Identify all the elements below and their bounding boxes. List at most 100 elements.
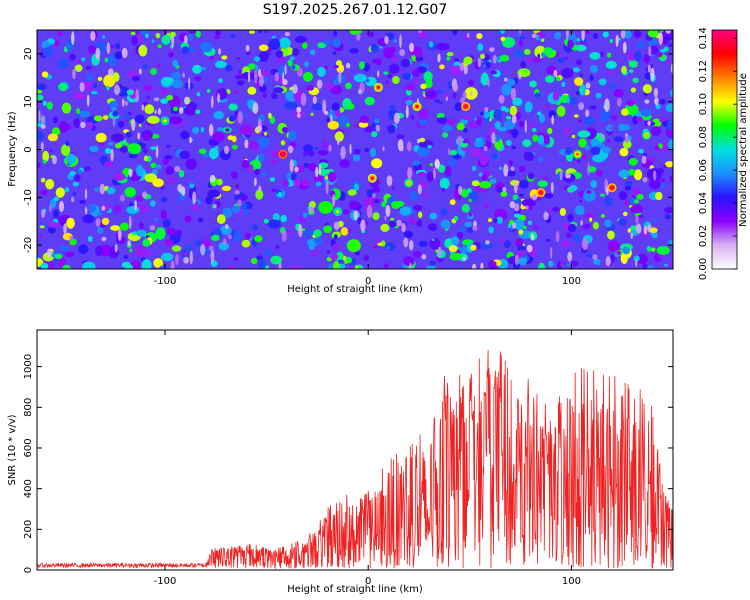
heatmap-cell [664,161,673,168]
x-tick-label: 0 [365,576,371,587]
heatmap-cell [364,147,370,153]
heatmap-cell [104,57,109,63]
heatmap-cell [181,46,190,54]
heatmap-cell [110,148,114,162]
heatmap-cell [412,160,421,166]
heatmap-cell [509,201,516,209]
heatmap-cell [258,44,269,52]
heatmap-cell [613,136,624,143]
heatmap-cell [385,205,391,217]
x-tick-label: -100 [154,576,177,587]
heatmap-cell [504,77,508,82]
heatmap-cell [621,108,629,116]
heatmap-cell [178,170,185,178]
heatmap-cell [302,42,308,49]
heatmap-cell [66,153,77,165]
heatmap-peak [407,181,411,185]
heatmap-cell [278,37,291,49]
heatmap-cell [45,179,55,190]
heatmap-cell [364,125,374,133]
heatmap-cell [670,63,673,74]
y-tick-label: 200 [23,520,34,539]
heatmap-cell [189,46,196,53]
heatmap-cell [471,165,477,172]
heatmap-cell [423,71,433,82]
heatmap-cell [227,135,234,141]
heatmap-cell [510,87,517,101]
heatmap-cell [568,96,578,105]
heatmap-cell [200,126,204,133]
heatmap-cell [485,134,490,140]
heatmap-cell [113,173,126,181]
heatmap-cell [622,246,630,255]
heatmap-cell [606,139,611,143]
heatmap-cell [529,80,537,88]
colorbar-tick-label: 0.12 [698,60,709,82]
heatmap-cell [143,84,153,91]
heatmap-cell [295,35,307,44]
heatmap-cell [317,66,326,77]
heatmap-cell [161,35,171,45]
heatmap-cell [530,233,535,241]
heatmap-cell [250,257,258,265]
heatmap-cell [572,67,580,73]
heatmap-cell [566,30,569,40]
heatmap-cell [654,97,659,106]
heatmap-cell [170,260,175,269]
heatmap-cell [226,265,236,269]
heatmap-cell [660,178,666,183]
heatmap-cell [670,89,673,97]
heatmap-cell [538,156,544,162]
heatmap-cell [353,210,359,221]
heatmap-cell [557,57,566,64]
heatmap-cell [363,62,371,72]
heatmap-cell [155,32,161,39]
heatmap-cell [416,66,427,73]
heatmap-cell [332,86,337,91]
heatmap-cell [332,38,341,48]
heatmap-cell [559,208,567,216]
heatmap-cell [171,79,184,89]
heatmap-cell [381,201,387,208]
heatmap-cell [149,200,156,207]
heatmap-cell [257,68,262,78]
heatmap-cell [104,147,112,154]
heatmap-cell [372,186,381,193]
heatmap-cell [590,180,597,188]
heatmap-cell [154,109,157,115]
heatmap-cell [576,59,583,66]
heatmap-cell [303,229,314,238]
heatmap-cell [225,224,229,229]
heatmap-cell [566,232,572,238]
heatmap-cell [160,209,167,220]
heatmap-cell [513,213,521,218]
heatmap-cell [503,120,516,130]
y-tick-label: 20 [23,48,34,61]
heatmap-cell [74,174,81,182]
heatmap-cell [245,50,251,56]
heatmap-cell [347,256,351,260]
heatmap-cell [649,227,658,233]
heatmap-cell [334,131,344,142]
heatmap-cell [161,196,168,203]
heatmap-cell [189,183,195,189]
heatmap-cell [252,224,258,231]
heatmap-cell [253,56,261,62]
y-tick-label: 10 [23,95,34,108]
heatmap-cell [168,176,176,184]
heatmap-cell [125,142,129,147]
heatmap-cell [146,115,160,124]
heatmap-cell [628,60,638,68]
heatmap-cell [480,72,489,86]
heatmap-cell [254,177,257,187]
heatmap-cell [90,31,96,41]
heatmap-cell [589,105,597,110]
heatmap-cell [492,54,497,64]
heatmap-cell [110,225,120,231]
heatmap-cell [49,204,52,212]
heatmap-cell [427,223,438,232]
heatmap-cell [426,90,436,98]
heatmap-cell [53,196,59,202]
heatmap-cell [124,187,136,198]
